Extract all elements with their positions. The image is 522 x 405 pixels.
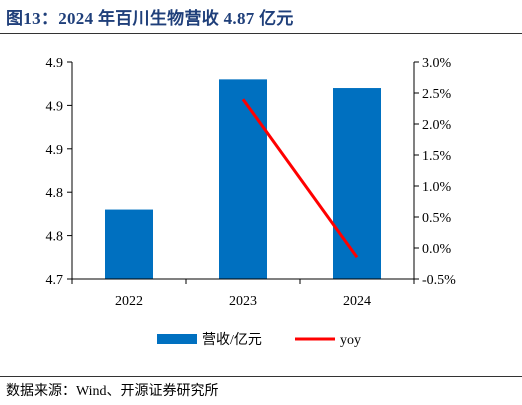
- right-axis: -0.5% 0.0% 0.5% 1.0% 1.5% 2.0% 2.5% 3.0%: [413, 56, 456, 288]
- yoy-line: [241, 98, 359, 259]
- right-tick-label: 1.5%: [422, 149, 452, 164]
- source-divider: [0, 376, 522, 377]
- left-tick-label: 4.8: [46, 186, 64, 201]
- x-tick-label: 2024: [343, 294, 371, 309]
- left-tick-label: 4.8: [46, 230, 64, 245]
- bar-2024: [333, 88, 381, 279]
- combo-chart: 4.7 4.8 4.8 4.9 4.9 4.9 -0.5% 0.0% 0.5% 1.0% 1.5%…: [46, 56, 457, 348]
- right-tick-label: 0.5%: [422, 211, 452, 226]
- left-tick-label: 4.9: [46, 143, 64, 158]
- yoy-series-line: [241, 98, 359, 259]
- right-tick-label: 2.5%: [422, 87, 452, 102]
- source-note: 数据来源：Wind、开源证券研究所: [6, 384, 219, 399]
- x-axis: 2022 2023 2024: [71, 278, 415, 309]
- right-tick-label: 2.0%: [422, 118, 452, 133]
- right-tick-label: 3.0%: [422, 56, 452, 71]
- left-tick-label: 4.9: [46, 99, 64, 114]
- bar-2023: [219, 79, 267, 279]
- legend-label-yoy: yoy: [340, 333, 361, 348]
- left-tick-label: 4.9: [46, 56, 64, 71]
- chart-title: 图13：2024 年百川生物营收 4.87 亿元: [6, 9, 294, 28]
- right-tick-label: 1.0%: [422, 180, 452, 195]
- bar-2022: [105, 209, 153, 279]
- left-axis: 4.7 4.8 4.8 4.9 4.9 4.9: [46, 56, 73, 288]
- legend-label-revenue: 营收/亿元: [202, 332, 262, 348]
- right-tick-label: 0.0%: [422, 242, 452, 257]
- title-divider: [0, 33, 522, 34]
- legend-swatch-revenue: [157, 334, 197, 344]
- revenue-bars: [105, 79, 381, 279]
- x-tick-label: 2023: [229, 294, 257, 309]
- left-tick-label: 4.7: [46, 273, 64, 288]
- x-tick-label: 2022: [115, 294, 143, 309]
- right-tick-label: -0.5%: [422, 273, 456, 288]
- legend: 营收/亿元 yoy: [157, 332, 361, 348]
